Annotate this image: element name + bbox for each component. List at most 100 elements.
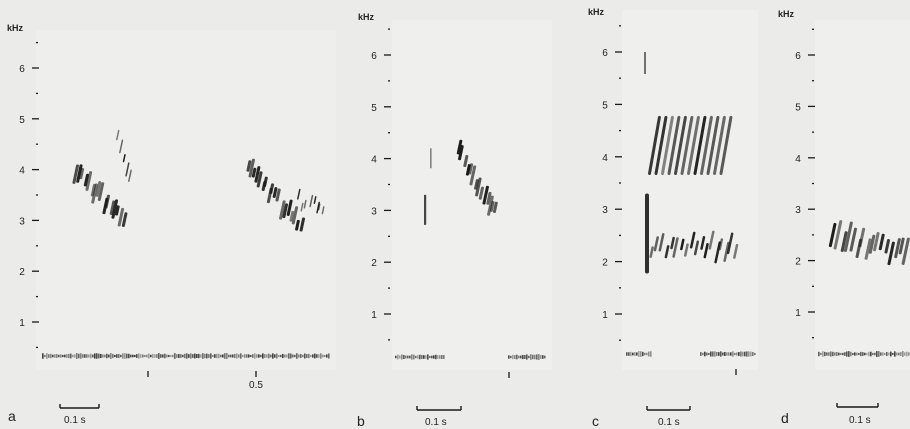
baseline-noise (872, 352, 874, 356)
baseline-noise (70, 353, 72, 359)
baseline-noise (634, 352, 636, 356)
baseline-noise (304, 353, 306, 359)
baseline-noise (98, 353, 100, 359)
baseline-noise (68, 353, 70, 359)
baseline-noise (134, 354, 136, 358)
sonogram-stroke (486, 191, 492, 205)
baseline-noise (270, 354, 272, 358)
baseline-noise (443, 355, 445, 359)
baseline-noise (300, 353, 302, 359)
baseline-noise (628, 352, 630, 356)
baseline-noise (718, 352, 720, 356)
baseline-noise (898, 352, 900, 356)
baseline-noise (526, 354, 528, 360)
baseline-noise (200, 354, 202, 358)
time-scale-label: 0.1 s (64, 415, 86, 426)
sonogram-stroke (91, 183, 98, 204)
sonogram-stroke (843, 221, 853, 252)
baseline-noise (403, 354, 405, 360)
y-tick-label: 1 (19, 318, 25, 329)
sonogram-stroke (645, 193, 649, 274)
baseline-noise (876, 351, 878, 357)
baseline-noise (86, 354, 88, 358)
baseline-noise (532, 354, 534, 360)
baseline-noise (190, 353, 192, 359)
baseline-noise (212, 354, 214, 358)
baseline-noise (92, 354, 94, 358)
baseline-noise (906, 351, 908, 357)
baseline-noise (132, 354, 134, 358)
sonogram-stroke (653, 236, 659, 252)
baseline-noise (248, 354, 250, 358)
baseline-noise (242, 354, 244, 358)
sonogram-stroke (116, 129, 120, 141)
baseline-noise (842, 352, 844, 356)
baseline-noise (822, 351, 824, 357)
y-tick-label: 4 (19, 166, 25, 177)
baseline-noise (702, 352, 704, 356)
sonogram-stroke (246, 160, 252, 172)
baseline-noise (298, 354, 300, 358)
baseline-noise (714, 351, 716, 357)
panel-letter: a (8, 408, 16, 424)
sonogram-stroke (289, 210, 295, 222)
sonogram-stroke (95, 181, 102, 197)
baseline-noise (258, 354, 260, 358)
baseline-noise (866, 352, 868, 356)
baseline-noise (644, 352, 646, 356)
baseline-noise (294, 354, 296, 358)
baseline-noise (838, 352, 840, 356)
y-axis-unit-label: kHz (358, 12, 375, 22)
baseline-noise (890, 351, 892, 357)
baseline-noise (830, 351, 832, 357)
baseline-noise (268, 353, 270, 359)
baseline-noise (441, 354, 443, 360)
baseline-noise (716, 351, 718, 357)
baseline-noise (818, 351, 820, 357)
baseline-noise (730, 352, 732, 356)
spectrogram-panels: kHz 1 2 3 4 5 6 a 0.1 s 0.5 kHz 1 2 3 4 5 6 b 0.1 s kHz 1 2 3 4… (7, 7, 910, 429)
sonogram-stroke (658, 233, 665, 252)
baseline-noise (636, 352, 638, 356)
baseline-noise (290, 353, 292, 359)
baseline-noise (46, 353, 48, 359)
sonogram-stroke (117, 207, 125, 227)
baseline-noise (754, 352, 756, 356)
baseline-noise (742, 351, 744, 357)
sonogram-stroke (111, 199, 119, 219)
sonogram-stroke (884, 238, 891, 254)
sonogram-stroke (122, 153, 126, 163)
baseline-noise (752, 351, 754, 357)
baseline-noise (122, 353, 124, 359)
baseline-noise (314, 353, 316, 359)
y-tick-label: 5 (795, 102, 801, 113)
sonogram-stroke (121, 212, 128, 227)
baseline-noise (42, 353, 44, 359)
baseline-noise (114, 354, 116, 358)
baseline-noise (264, 354, 266, 358)
baseline-noise (238, 354, 240, 358)
y-tick-label: 3 (795, 205, 801, 216)
panel-d-plate (815, 20, 910, 370)
sonogram-stroke (667, 115, 681, 175)
sonogram-stroke (687, 115, 700, 175)
baseline-noise (222, 354, 224, 358)
baseline-noise (415, 355, 417, 359)
sonogram-stroke (424, 194, 427, 225)
sonogram-stroke (282, 203, 289, 219)
baseline-noise (76, 353, 78, 359)
sonogram-stroke (672, 237, 679, 258)
y-tick-label: 2 (602, 258, 608, 269)
baseline-noise (435, 354, 437, 360)
baseline-noise (64, 354, 66, 358)
baseline-noise (224, 353, 226, 359)
sonogram-stroke (248, 158, 255, 178)
sonogram-stroke (683, 243, 689, 257)
baseline-noise (252, 354, 254, 358)
baseline-noise (106, 353, 108, 359)
y-axis-unit-label: kHz (778, 9, 795, 19)
sonogram-stroke (487, 195, 494, 216)
baseline-noise (740, 351, 742, 357)
baseline-noise (162, 354, 164, 358)
baseline-noise (154, 354, 156, 358)
